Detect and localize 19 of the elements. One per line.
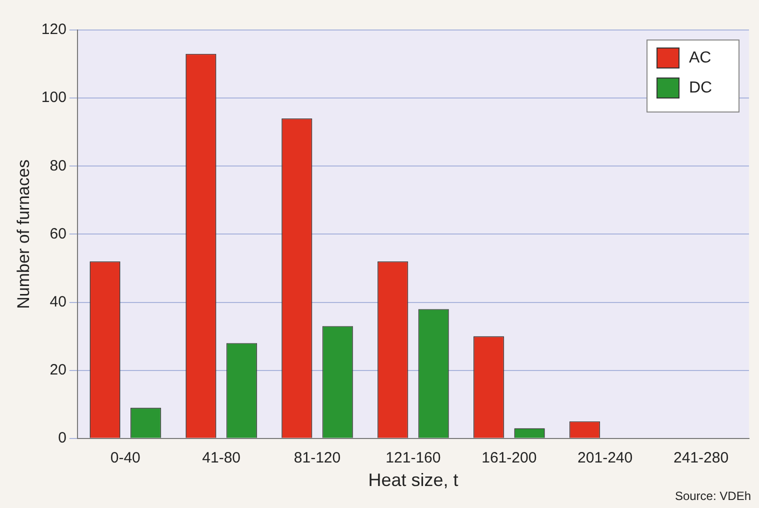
y-tick-label: 80 bbox=[50, 157, 66, 174]
legend-label: AC bbox=[689, 49, 712, 66]
y-tick-label: 0 bbox=[58, 430, 66, 447]
y-tick-label: 40 bbox=[50, 293, 66, 310]
y-axis-title: Number of furnaces bbox=[14, 160, 33, 309]
y-tick-label: 20 bbox=[50, 361, 66, 378]
legend-label: DC bbox=[689, 79, 712, 96]
y-tick-label: 100 bbox=[41, 89, 66, 106]
x-tick-label: 161-200 bbox=[482, 450, 537, 467]
x-tick-label: 201-240 bbox=[578, 450, 633, 467]
x-tick-label: 121-160 bbox=[386, 450, 441, 467]
x-tick-label: 41-80 bbox=[202, 450, 241, 467]
y-tick-label: 60 bbox=[50, 225, 66, 242]
x-tick-label: 241-280 bbox=[674, 450, 729, 467]
source-note: Source: VDEh bbox=[674, 489, 751, 503]
x-tick-label: 0-40 bbox=[110, 450, 140, 467]
y-tick-label: 120 bbox=[41, 21, 66, 38]
x-tick-label: 81-120 bbox=[294, 450, 341, 467]
x-axis-title: Heat size, t bbox=[368, 470, 458, 490]
